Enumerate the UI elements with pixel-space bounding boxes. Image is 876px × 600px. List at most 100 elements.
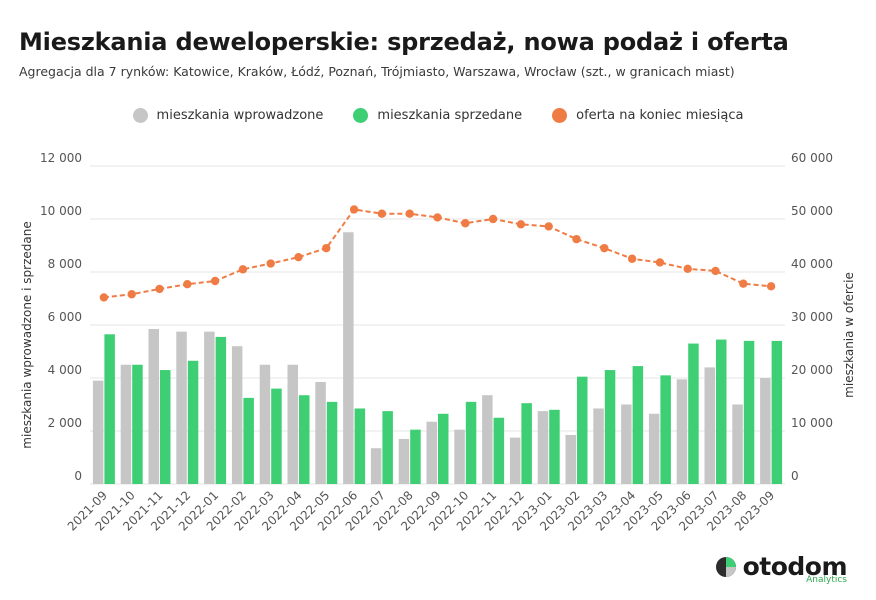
bar-introduced [509, 437, 521, 484]
legend-label-introduced: mieszkania wprowadzone [156, 108, 324, 123]
bar-sold [688, 343, 699, 484]
offer-point [405, 209, 414, 218]
legend-item-offer: oferta na koniec miesiąca [552, 108, 743, 123]
chart-title: Mieszkania deweloperskie: sprzedaż, nowa… [19, 28, 789, 56]
bar-introduced [565, 434, 576, 484]
bar-sold [326, 401, 338, 484]
bar-introduced [120, 364, 132, 484]
otodom-logo-icon [715, 556, 736, 577]
offer-point [238, 265, 248, 274]
bar-introduced [398, 438, 410, 484]
offer-point [433, 213, 442, 222]
y-tick-label-left: 2 000 [48, 416, 82, 430]
bar-introduced [259, 364, 271, 484]
y-tick-label-right: 0 [791, 469, 799, 483]
offer-point [600, 243, 609, 253]
legend-item-sold: mieszkania sprzedane [353, 108, 522, 123]
offer-point [322, 243, 331, 253]
y-tick-label-left: 8 000 [48, 257, 82, 271]
legend-label-offer: oferta na koniec miesiąca [576, 108, 744, 123]
y-tick-label-right: 60 000 [791, 151, 833, 165]
offer-point [766, 282, 776, 291]
bar-sold [771, 340, 783, 484]
offer-point [544, 222, 553, 231]
bar-introduced [704, 367, 715, 484]
legend-marker-introduced [132, 108, 148, 123]
y-tick-label-left: 4 000 [48, 363, 82, 377]
bar-introduced [648, 413, 660, 484]
offer-point [266, 259, 275, 268]
chart-legend: mieszkania wprowadzone mieszkania sprzed… [0, 108, 876, 123]
bar-introduced [176, 331, 187, 484]
bar-introduced [204, 331, 215, 484]
bar-sold [104, 334, 115, 484]
offer-point [183, 279, 192, 289]
offer-point [99, 293, 109, 302]
bar-sold [577, 376, 588, 484]
otodom-logo-tagline: Analytics [806, 575, 847, 585]
bar-introduced [315, 381, 326, 484]
bar-sold [132, 364, 143, 484]
bar-sold [438, 413, 449, 484]
offer-point [377, 209, 387, 218]
bar-sold [410, 429, 421, 484]
offer-point [488, 214, 498, 224]
bar-introduced [287, 364, 298, 484]
offer-point [210, 276, 220, 286]
legend-marker-sold [353, 108, 369, 123]
bar-sold [160, 370, 171, 484]
bar-introduced [482, 395, 493, 484]
bar-introduced [760, 378, 771, 484]
bar-sold [465, 401, 477, 484]
y-tick-label-right: 40 000 [791, 257, 833, 271]
bar-sold [187, 360, 199, 484]
otodom-logo: otodom [715, 552, 848, 581]
y-tick-label-right: 50 000 [791, 204, 833, 218]
bar-sold [493, 417, 505, 484]
bar-sold [632, 366, 644, 484]
y-tick-label-right: 10 000 [791, 416, 833, 430]
offer-point [461, 219, 470, 228]
offer-point [294, 252, 303, 262]
legend-label-sold: mieszkania sprzedane [377, 108, 523, 123]
bar-introduced [676, 379, 688, 484]
offer-point [627, 254, 637, 263]
y-tick-label-left: 12 000 [40, 151, 82, 165]
bar-introduced [343, 232, 354, 484]
bar-sold [243, 397, 254, 484]
offer-point [711, 266, 720, 276]
bar-sold [743, 340, 755, 484]
bar-sold [549, 409, 560, 484]
bar-introduced [593, 408, 604, 484]
offer-point [127, 290, 136, 299]
bar-introduced [426, 421, 437, 484]
y-axis-title-left: mieszkania wprowadzone i sprzedane [20, 221, 34, 448]
bar-sold [354, 408, 366, 484]
y-tick-label-left: 0 [74, 469, 82, 483]
offer-point [572, 234, 581, 244]
y-tick-label-right: 30 000 [791, 310, 833, 324]
bar-sold [716, 339, 727, 484]
bar-introduced [231, 346, 243, 484]
offer-point [349, 205, 359, 214]
offer-line [103, 208, 772, 299]
bar-sold [382, 411, 393, 484]
y-tick-label-right: 20 000 [791, 363, 833, 377]
offer-point [739, 279, 748, 288]
chart-subtitle: Agregacja dla 7 rynków: Katowice, Kraków… [19, 64, 735, 79]
bar-sold [660, 375, 671, 484]
bar-sold [215, 336, 227, 484]
bar-introduced [537, 411, 549, 484]
offer-point [683, 264, 692, 274]
offer-point [155, 284, 164, 294]
bar-introduced [454, 429, 465, 484]
y-tick-label-left: 6 000 [48, 310, 82, 324]
bar-sold [271, 388, 282, 484]
bar-sold [521, 403, 532, 484]
bar-introduced [92, 380, 104, 484]
bar-introduced [370, 448, 382, 484]
legend-item-introduced: mieszkania wprowadzone [132, 108, 324, 123]
offer-point [655, 258, 665, 267]
y-axis-title-right: mieszkania w ofercie [842, 272, 856, 398]
